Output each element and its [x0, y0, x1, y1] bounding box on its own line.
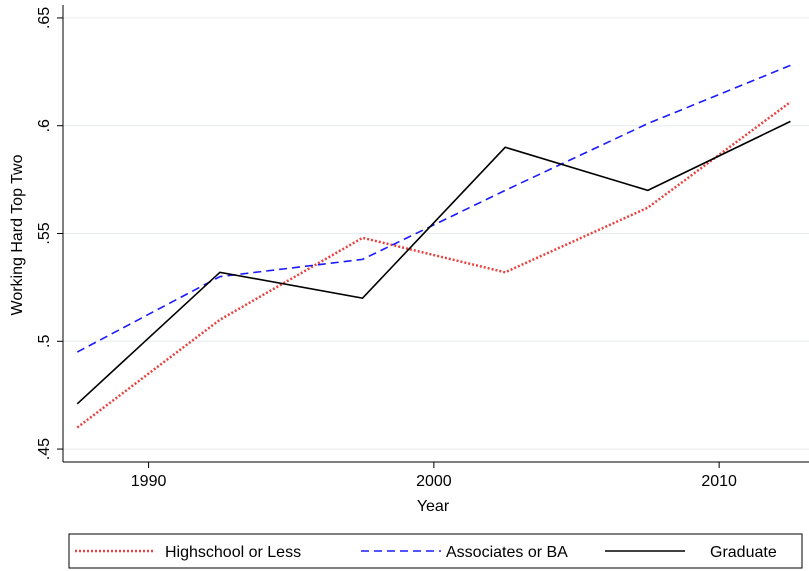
y-axis-label: Working Hard Top Two [9, 154, 26, 315]
legend-label: Graduate [710, 544, 777, 561]
x-tick-label: 2000 [416, 473, 452, 490]
legend-label: Highschool or Less [165, 544, 301, 561]
y-tick-label: .55 [36, 222, 53, 244]
y-tick-label: .5 [36, 335, 53, 348]
y-tick-label: .45 [36, 438, 53, 460]
y-tick-label: .6 [36, 119, 53, 132]
legend-label: Associates or BA [446, 544, 568, 561]
series-line [76, 120, 791, 405]
legend-box [68, 533, 803, 569]
series-line [76, 101, 792, 429]
y-tick-label: .65 [36, 7, 53, 29]
series-line [76, 64, 791, 353]
x-axis-label: Year [417, 498, 450, 515]
x-tick-label: 1990 [131, 473, 167, 490]
x-tick-label: 2010 [701, 473, 737, 490]
